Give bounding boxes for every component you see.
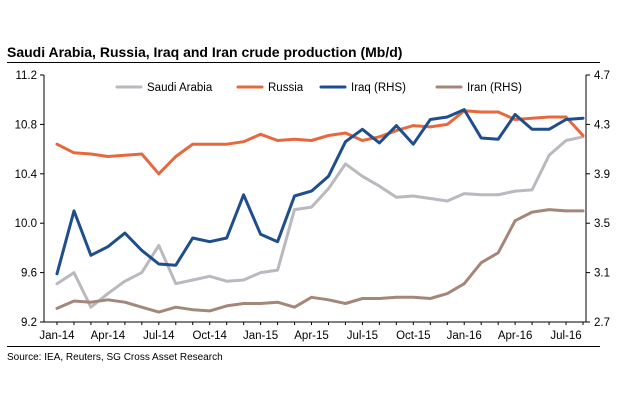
x-tick-label: Jul-16 xyxy=(550,330,581,342)
right-tick-label: 2.7 xyxy=(594,317,610,329)
source-rule xyxy=(7,346,600,347)
x-tick-label: Jan-15 xyxy=(243,330,278,342)
x-tick-label: Oct-15 xyxy=(396,330,431,342)
x-tick-label: Jan-14 xyxy=(39,330,75,342)
x-tick-label: Apr-15 xyxy=(294,330,329,342)
left-tick-label: 9.6 xyxy=(21,268,37,280)
series-line-saudi-arabia xyxy=(55,135,585,309)
x-tick-label: Apr-14 xyxy=(91,330,126,342)
right-tick-label: 3.1 xyxy=(594,268,610,280)
x-tick-label: Apr-16 xyxy=(498,330,533,342)
series-line-iraq-rhs xyxy=(55,108,585,276)
right-tick-label: 3.5 xyxy=(594,218,610,230)
right-tick-label: 4.7 xyxy=(594,70,610,82)
left-tick-label: 9.2 xyxy=(21,317,37,329)
legend-label-russia: Russia xyxy=(268,82,304,94)
title-rule xyxy=(7,62,600,63)
right-tick-label: 4.3 xyxy=(594,119,610,131)
x-tick-label: Jul-14 xyxy=(143,330,175,342)
legend-label-iran-rhs: Iran (RHS) xyxy=(467,82,522,94)
left-tick-label: 10.4 xyxy=(15,169,38,181)
legend-label-iraq-rhs: Iraq (RHS) xyxy=(351,82,406,94)
source-note: Source: IEA, Reuters, SG Cross Asset Res… xyxy=(7,352,223,363)
series-line-russia xyxy=(55,109,585,176)
x-tick-label: Oct-14 xyxy=(192,330,227,342)
left-tick-label: 10.0 xyxy=(15,218,37,230)
series-line-iran-rhs xyxy=(55,208,585,314)
x-tick-label: Jan-16 xyxy=(447,330,482,342)
right-tick-label: 3.9 xyxy=(594,169,610,181)
x-tick-label: Jul-15 xyxy=(347,330,378,342)
left-tick-label: 10.8 xyxy=(15,119,37,131)
left-tick-label: 11.2 xyxy=(15,70,37,82)
legend-label-saudi-arabia: Saudi Arabia xyxy=(147,82,213,94)
chart-title: Saudi Arabia, Russia, Iraq and Iran crud… xyxy=(7,44,403,60)
